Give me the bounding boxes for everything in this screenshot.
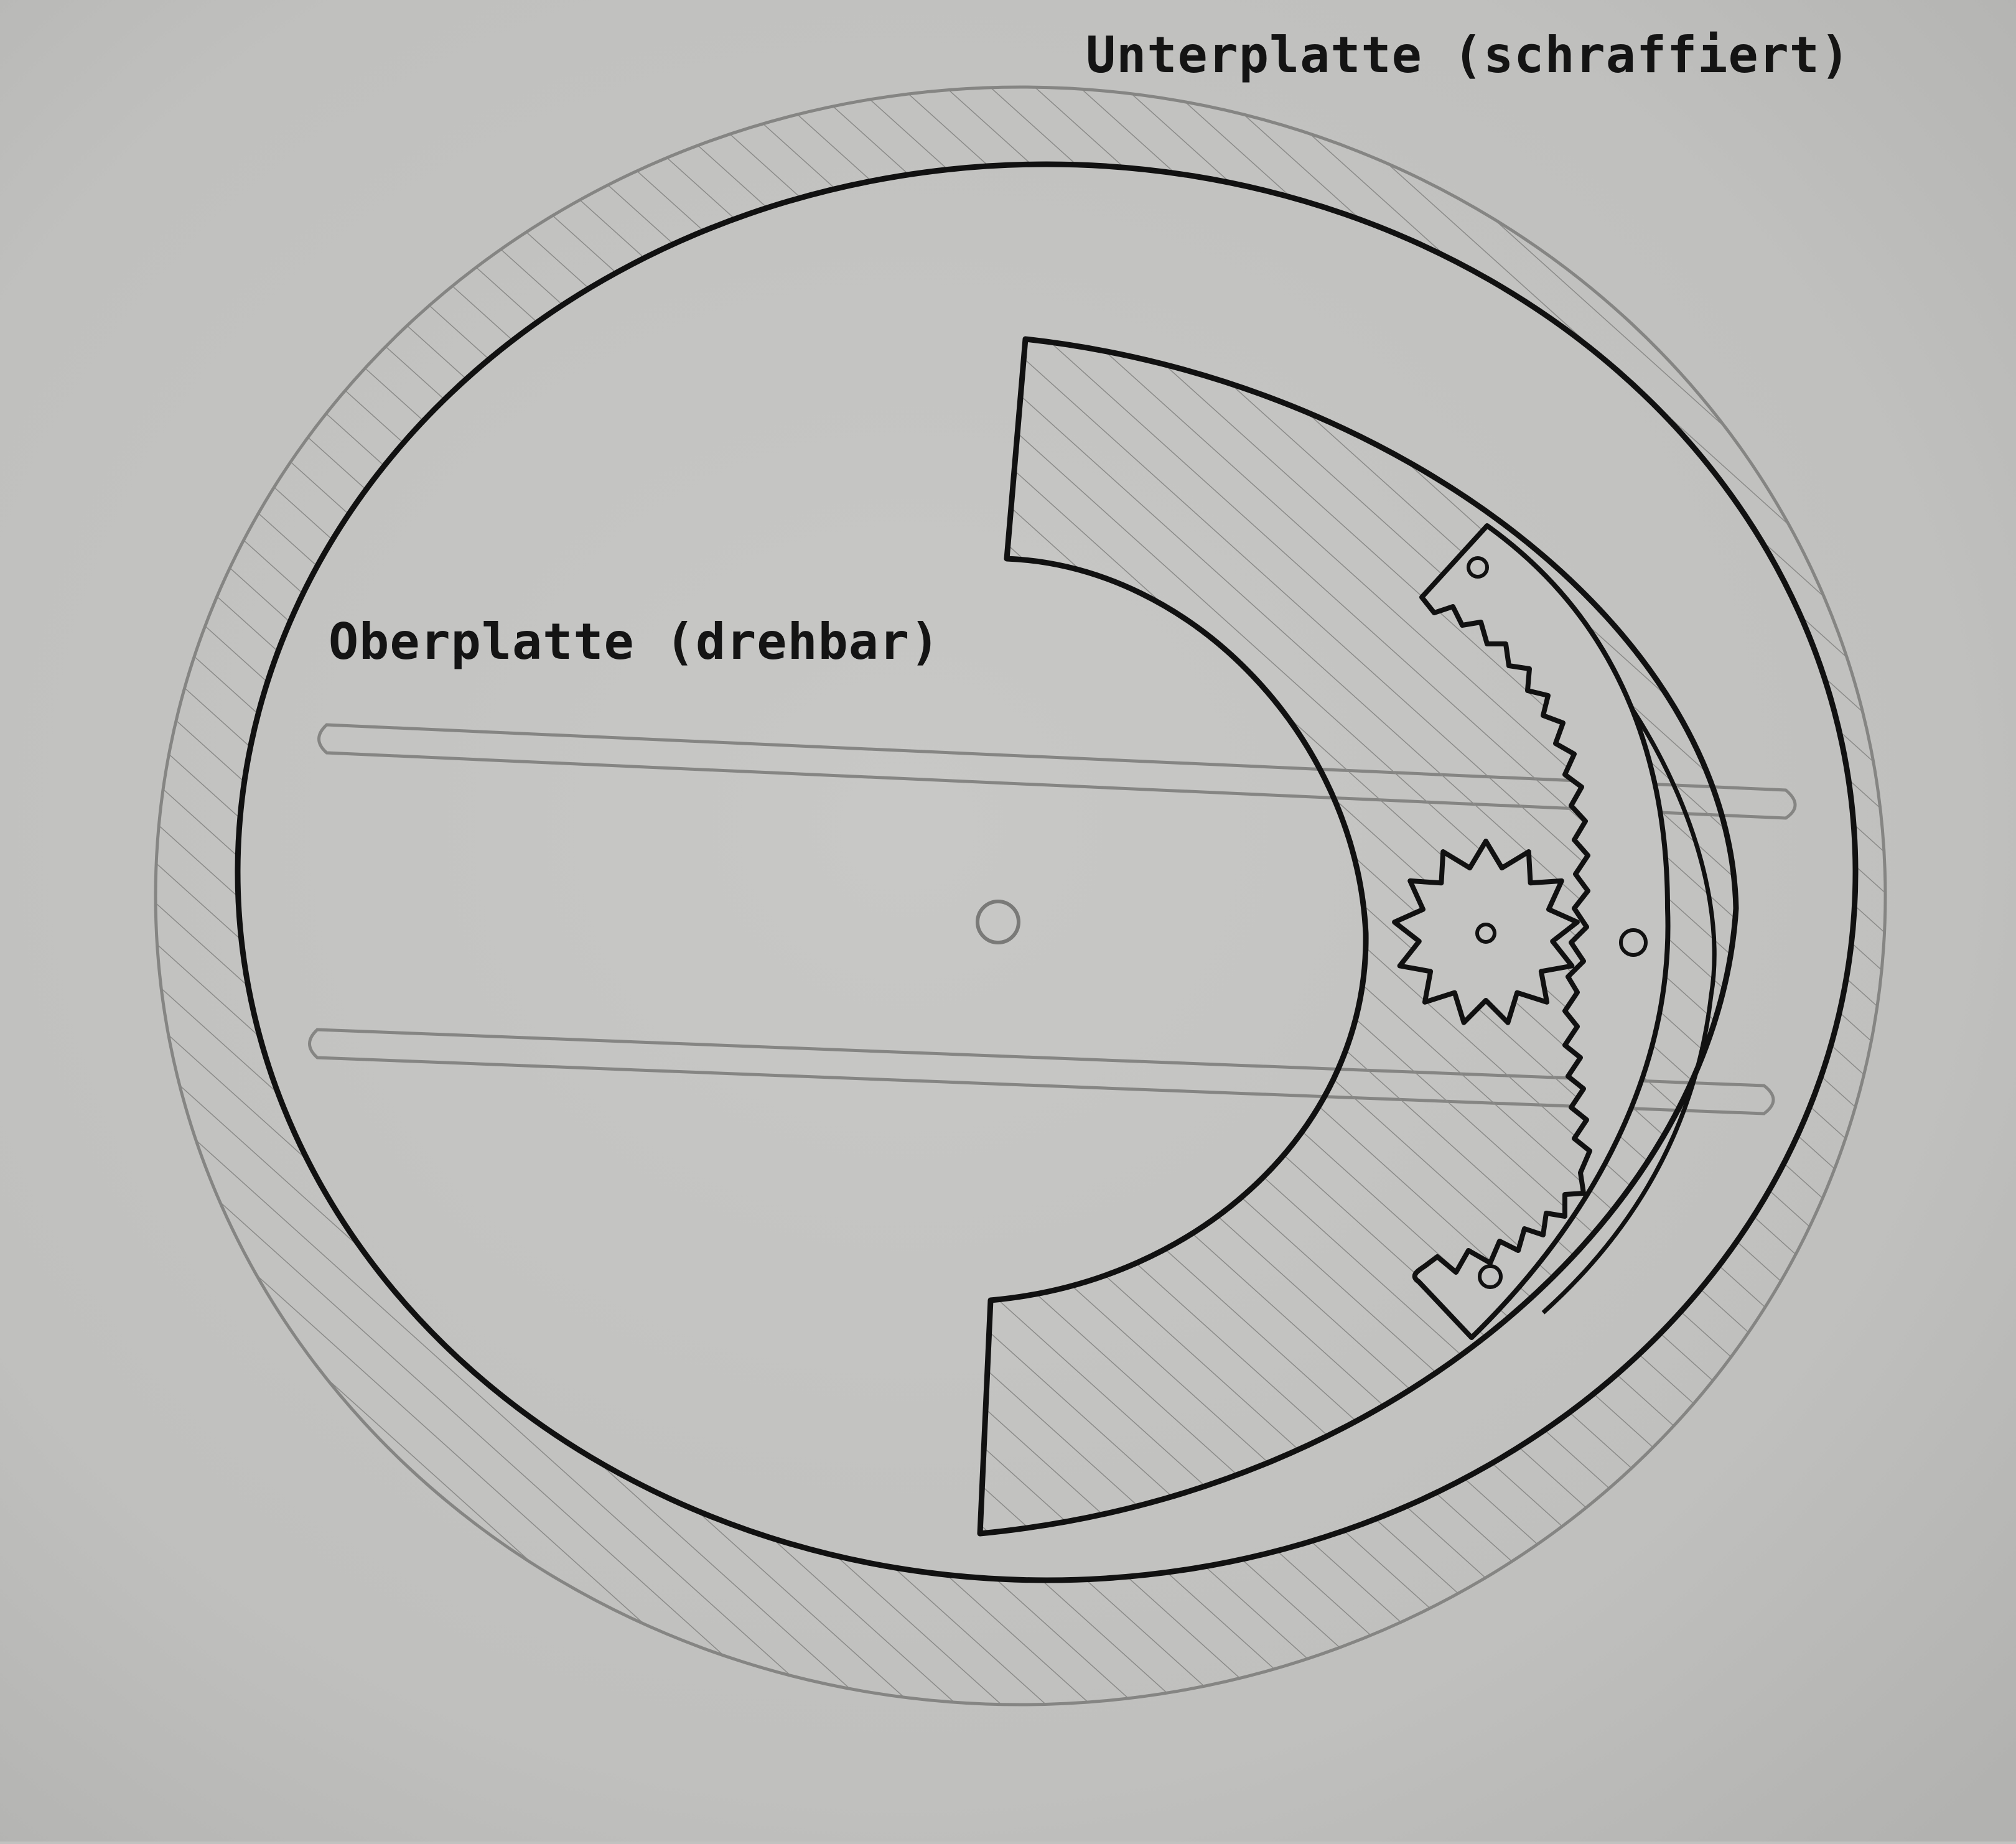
- pinion-gear: [1392, 839, 1580, 1025]
- toothed-rack: [1412, 523, 1671, 1340]
- segment-hole: [1619, 928, 1648, 957]
- rack-pivot-bottom: [1478, 1264, 1503, 1289]
- lower-guide-rail: [308, 1028, 1775, 1115]
- bottom-plate-outline: [154, 85, 1887, 1707]
- upper-guide-rail: [317, 723, 1797, 820]
- bottom-plate-label: Unterplatte (schraffiert): [1086, 26, 1851, 84]
- top-plate-label: Oberplatte (drehbar): [329, 613, 941, 671]
- top-plate-outline: [235, 161, 1859, 1583]
- center-hole: [976, 900, 1020, 944]
- pinion-gear-teeth: [1392, 839, 1580, 1025]
- rack-pivot-top: [1467, 556, 1489, 579]
- pinion-axle-hole: [1475, 923, 1496, 944]
